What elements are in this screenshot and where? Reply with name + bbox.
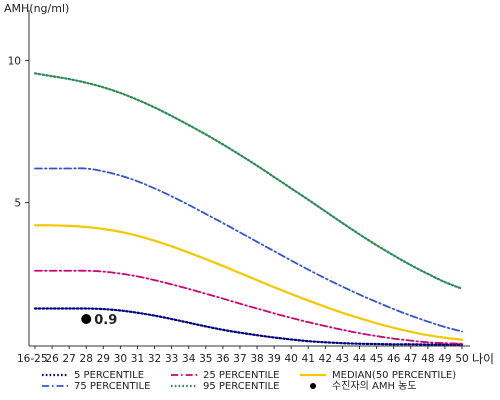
x-tick-label: 30 — [114, 353, 127, 365]
series-line-95-percentile — [33, 72, 464, 290]
axes: AMH(ng/ml) 나이 — [4, 2, 494, 366]
patient-point-group: 0.9 — [81, 313, 117, 328]
x-tick-label: 35 — [199, 353, 212, 365]
y-tick-label: 10 — [8, 56, 21, 68]
series-line-median-50-percentile — [33, 224, 464, 341]
x-tick-label: 39 — [267, 353, 280, 365]
x-tick-label: 50 — [455, 353, 468, 365]
legend: 5 PERCENTILE 25 PERCENTILE 75 PERCENTILE 95… — [42, 370, 456, 392]
series-line-25-percentile — [34, 269, 463, 345]
legend-label-25-percentile: 25 PERCENTILE — [203, 370, 279, 381]
x-tick-label: 40 — [285, 353, 298, 365]
x-tick-label: 41 — [302, 353, 315, 365]
x-tick-label: 44 — [353, 353, 367, 365]
x-tick-label: 42 — [319, 353, 332, 365]
x-tick-label: 26 — [45, 353, 59, 365]
x-tick-label: 31 — [131, 353, 144, 365]
x-tick-label: 36 — [216, 353, 230, 365]
x-tick-label: 16-25 — [17, 353, 48, 365]
legend-label-patient-point: 수진자의 AMH 농도 — [332, 380, 417, 392]
x-tick-label: 38 — [250, 353, 263, 365]
x-tick-label: 32 — [148, 353, 161, 365]
patient-amh-value-label: 0.9 — [94, 313, 117, 328]
x-tick-label: 46 — [387, 353, 401, 365]
x-tick-label: 37 — [233, 353, 246, 365]
legend-label-median-50-percentile: MEDIAN(50 PERCENTILE) — [332, 370, 456, 381]
y-tick-label: 5 — [14, 198, 21, 210]
series-line-75-percentile — [34, 167, 463, 333]
x-tick-label: 28 — [80, 353, 93, 365]
x-tick-label: 48 — [421, 353, 434, 365]
x-tick-label: 49 — [438, 353, 451, 365]
x-tick-label: 45 — [370, 353, 383, 365]
legend-label-5-percentile: 5 PERCENTILE — [74, 370, 144, 381]
legend-label-95-percentile: 95 PERCENTILE — [203, 381, 279, 392]
series-line-5-percentile — [33, 307, 464, 346]
x-tick-label: 27 — [62, 353, 75, 365]
x-axis-title: 나이 — [472, 352, 494, 366]
legend-swatch-patient-point — [310, 383, 316, 389]
x-tick-label: 33 — [165, 353, 178, 365]
x-tick-label: 34 — [182, 353, 196, 365]
series-lines — [33, 72, 464, 346]
y-axis-title: AMH(ng/ml) — [4, 2, 69, 15]
legend-label-75-percentile: 75 PERCENTILE — [74, 381, 150, 392]
x-tick-label: 43 — [336, 353, 349, 365]
patient-amh-point — [81, 314, 92, 325]
x-tick-label: 29 — [97, 353, 110, 365]
x-tick-label: 47 — [404, 353, 417, 365]
